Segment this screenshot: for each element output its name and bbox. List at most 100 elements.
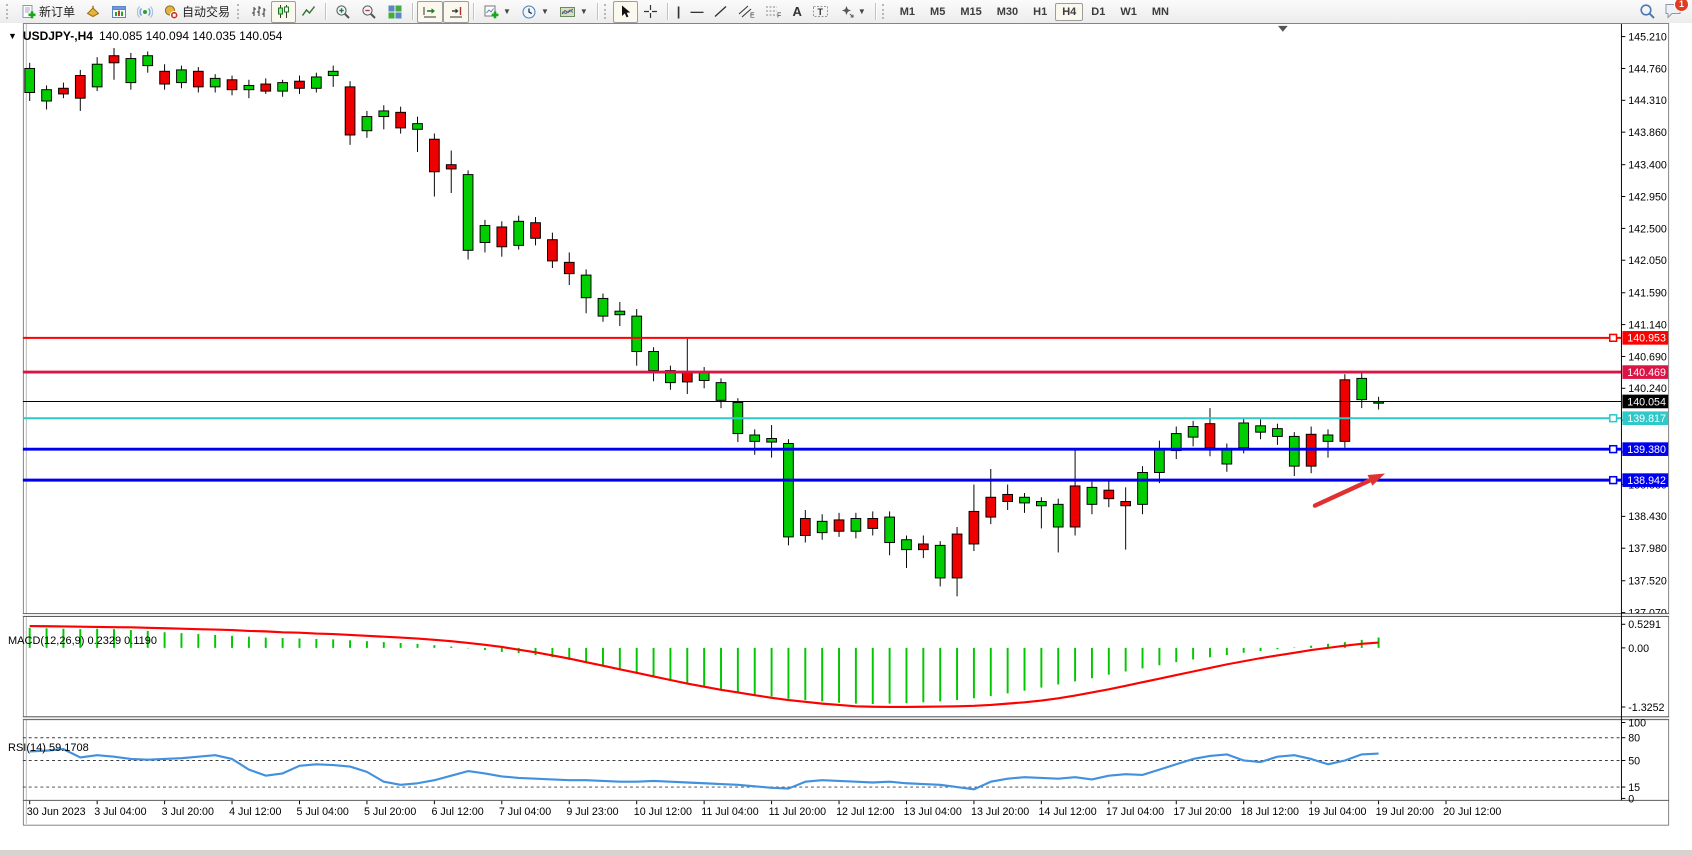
timeframe-m30[interactable]: M30 [996,5,1019,18]
bar-chart-mode-button[interactable] [246,1,271,23]
pane-separator[interactable] [22,613,1670,617]
candle-body [429,138,440,173]
price-axis-label: 144.760 [1628,63,1667,75]
candle-body [1154,448,1165,473]
toolbar-grip[interactable] [603,4,609,19]
toolbar-grip[interactable] [237,4,242,19]
line-drag-handle[interactable] [1608,333,1618,343]
price-line-label-text: 139.380 [1627,444,1666,456]
new-order-button[interactable]: 新订单 [15,1,80,23]
price-axis-label: 142.500 [1628,223,1667,235]
vertical-line-tool[interactable]: | [672,1,686,23]
time-axis-label: 11 Jul 20:00 [769,806,826,818]
timeframe-d1[interactable]: D1 [1091,5,1106,18]
zoom-in-button[interactable] [330,1,356,23]
timeframe-m15[interactable]: M15 [960,5,982,18]
zoom-out-button[interactable] [356,1,382,23]
candle-body [884,516,895,544]
candle-body [378,110,390,118]
candle-body [74,75,86,99]
search-icon[interactable] [1639,3,1656,20]
chart-canvas[interactable]: 145.210 144.760 144.310 143.860 143.400 142.9… [0,23,1692,850]
price-axis-label: 145.210 [1628,32,1667,44]
candle-body [985,496,997,518]
candle-body [1255,425,1266,433]
timeframe-m5[interactable]: M5 [930,5,946,18]
candle-body [1356,377,1368,401]
candle-body [277,82,288,92]
candle-body [91,63,103,88]
candle-body [479,225,491,244]
rsi-axis-label: 100 [1628,717,1646,729]
time-axis-label: 30 Jun 2023 [27,806,86,818]
crosshair-tool-button[interactable] [638,1,663,23]
channel-tool[interactable]: E [733,1,760,23]
price-axis-label: 140.240 [1628,383,1667,395]
period-dropdown[interactable]: ▼ [516,1,554,23]
candle-body [226,79,238,91]
candle-body [749,434,761,442]
fibonacci-tool[interactable]: F [760,1,787,23]
timeframe-h4[interactable]: H4 [1055,2,1084,21]
trendline-tool[interactable] [708,1,733,23]
auto-scroll-icon [423,6,437,17]
candle-body [614,310,626,316]
signals-button[interactable] [132,1,158,23]
timeframe-h1[interactable]: H1 [1033,5,1048,18]
dropdown-caret-icon: ▼ [857,7,866,16]
candlestick-mode-button[interactable] [271,0,297,23]
line-chart-mode-button[interactable] [296,1,321,23]
arrows-dropdown[interactable]: ▼ [834,1,871,23]
trend-arrow-annotation[interactable] [1312,476,1376,508]
autotrade-button[interactable]: 自动交易 [158,1,235,23]
candle-body [1204,423,1216,449]
line-drag-handle[interactable] [1608,444,1618,454]
candle-body [1137,472,1148,505]
toolbar-grip[interactable] [881,4,887,19]
text-tool[interactable]: A [787,1,806,23]
tile-windows-button[interactable] [382,1,408,23]
pane-separator[interactable] [22,716,1670,720]
candle-body [412,123,423,130]
new-chart-dropdown[interactable]: ▼ [478,1,516,23]
timeframe-w1[interactable]: W1 [1120,5,1137,18]
chart-frame [22,23,1670,826]
candle-body [799,518,811,536]
candle-body [310,76,322,89]
price-axis-label: 143.860 [1628,127,1667,139]
market-watch-button[interactable] [106,1,132,23]
chart-window-icon [112,5,127,18]
price-line-label-text: 139.817 [1627,413,1666,425]
macd-axis-label: -1.3252 [1628,702,1664,714]
cursor-tool-button[interactable] [612,0,638,23]
candle-body [563,261,575,275]
crosshair-icon [643,5,657,18]
time-axis-label: 5 Jul 04:00 [297,806,349,818]
rsi-axis-label: 50 [1628,755,1640,767]
candle-body [816,520,828,534]
candle-body [1272,428,1283,437]
line-drag-handle[interactable] [1608,475,1618,485]
styles-button[interactable] [80,1,106,23]
timeframe-m1[interactable]: M1 [899,5,916,18]
notifications-button[interactable]: 1 [1664,0,1689,22]
price-axis-label: 142.050 [1628,255,1667,267]
candle-body [513,220,525,246]
auto-scroll-button[interactable] [417,0,444,23]
candle-body [142,55,154,67]
candle-body [395,111,406,129]
price-axis-label: 142.950 [1628,191,1667,203]
chart-shift-button[interactable] [443,0,470,23]
text-label-tool[interactable]: T [807,1,834,23]
toolbar-separator [874,3,876,20]
line-drag-handle[interactable] [1608,414,1618,423]
candle-body [951,533,963,579]
horizontal-line-tool[interactable]: — [685,1,708,23]
candle-body [648,351,659,372]
new-order-label: 新订单 [39,5,76,19]
chart-shift-marker[interactable] [1277,25,1288,32]
template-dropdown[interactable]: ▼ [554,1,593,23]
toolbar-grip[interactable] [6,4,11,19]
timeframe-mn[interactable]: MN [1151,5,1169,18]
dropdown-caret-icon: ▼ [579,7,588,16]
